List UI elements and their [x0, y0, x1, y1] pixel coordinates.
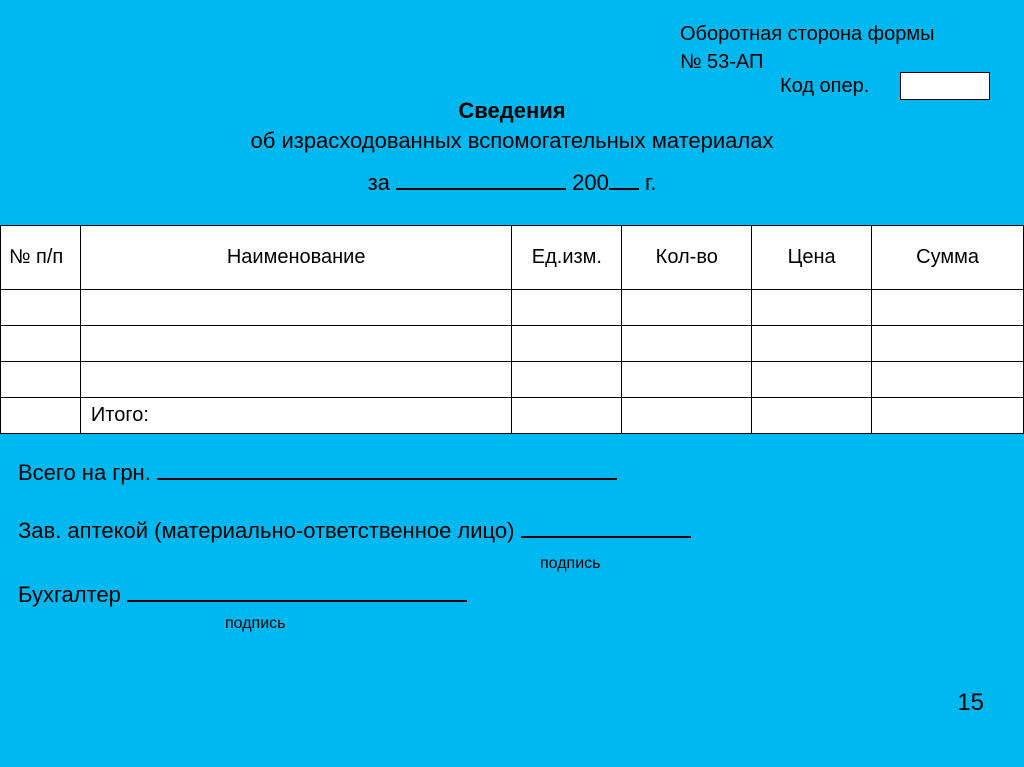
- date-line: за 200 г.: [0, 170, 1024, 196]
- cell[interactable]: [752, 398, 872, 434]
- date-year-suffix: г.: [645, 170, 656, 195]
- table-row[interactable]: [1, 326, 1024, 362]
- cell[interactable]: [752, 290, 872, 326]
- cell[interactable]: [622, 362, 752, 398]
- cell[interactable]: [872, 326, 1024, 362]
- col-header-sum: Сумма: [872, 226, 1024, 290]
- total-field[interactable]: [157, 460, 617, 480]
- col-header-unit: Ед.изм.: [512, 226, 622, 290]
- date-year-field[interactable]: [609, 170, 639, 190]
- cell[interactable]: [512, 326, 622, 362]
- form-header-line2: № 53-АП: [680, 48, 935, 76]
- cell[interactable]: [512, 362, 622, 398]
- cell[interactable]: [1, 290, 81, 326]
- page-title: Сведения: [0, 98, 1024, 124]
- cell[interactable]: [752, 362, 872, 398]
- page-number: 15: [957, 689, 984, 717]
- cell[interactable]: [80, 362, 511, 398]
- form-header: Оборотная сторона формы № 53-АП: [680, 20, 935, 76]
- col-header-num: № п/п: [1, 226, 81, 290]
- cell[interactable]: [1, 326, 81, 362]
- page-subtitle: об израсходованных вспомогательных матер…: [0, 128, 1024, 154]
- cell[interactable]: [512, 398, 622, 434]
- cell-empty: [1, 398, 81, 434]
- date-month-field[interactable]: [396, 170, 566, 190]
- form-header-line1: Оборотная сторона формы: [680, 20, 935, 48]
- date-year-prefix: 200: [572, 170, 609, 195]
- signature-hint-manager: подпись: [540, 555, 600, 573]
- table-header-row: № п/п Наименование Ед.изм. Кол-во Цена С…: [1, 226, 1024, 290]
- cell[interactable]: [80, 290, 511, 326]
- table-row[interactable]: [1, 362, 1024, 398]
- col-header-qty: Кол-во: [622, 226, 752, 290]
- accountant-line: Бухгалтер: [18, 582, 691, 608]
- cell[interactable]: [872, 290, 1024, 326]
- signature-hint-accountant: подпись: [225, 615, 285, 633]
- cell[interactable]: [512, 290, 622, 326]
- col-header-price: Цена: [752, 226, 872, 290]
- total-line: Всего на грн.: [18, 460, 691, 486]
- itogo-label: Итого:: [80, 398, 511, 434]
- date-prefix: за: [368, 170, 390, 195]
- table-row[interactable]: [1, 290, 1024, 326]
- manager-signature-field[interactable]: [521, 518, 691, 538]
- cell[interactable]: [872, 398, 1024, 434]
- kod-oper-label: Код опер.: [780, 75, 869, 98]
- accountant-label: Бухгалтер: [18, 582, 121, 607]
- cell[interactable]: [622, 290, 752, 326]
- cell[interactable]: [80, 326, 511, 362]
- manager-line: Зав. аптекой (материально-ответственное …: [18, 518, 691, 544]
- footer-block: Всего на грн. Зав. аптекой (материально-…: [18, 460, 691, 622]
- col-header-name: Наименование: [80, 226, 511, 290]
- total-label: Всего на грн.: [18, 460, 151, 485]
- cell[interactable]: [622, 398, 752, 434]
- table-total-row: Итого:: [1, 398, 1024, 434]
- cell[interactable]: [752, 326, 872, 362]
- cell[interactable]: [622, 326, 752, 362]
- accountant-signature-field[interactable]: [127, 582, 467, 602]
- materials-table: № п/п Наименование Ед.изм. Кол-во Цена С…: [0, 225, 1024, 434]
- kod-oper-input[interactable]: [900, 72, 990, 100]
- cell[interactable]: [1, 362, 81, 398]
- cell[interactable]: [872, 362, 1024, 398]
- manager-label: Зав. аптекой (материально-ответственное …: [18, 518, 514, 543]
